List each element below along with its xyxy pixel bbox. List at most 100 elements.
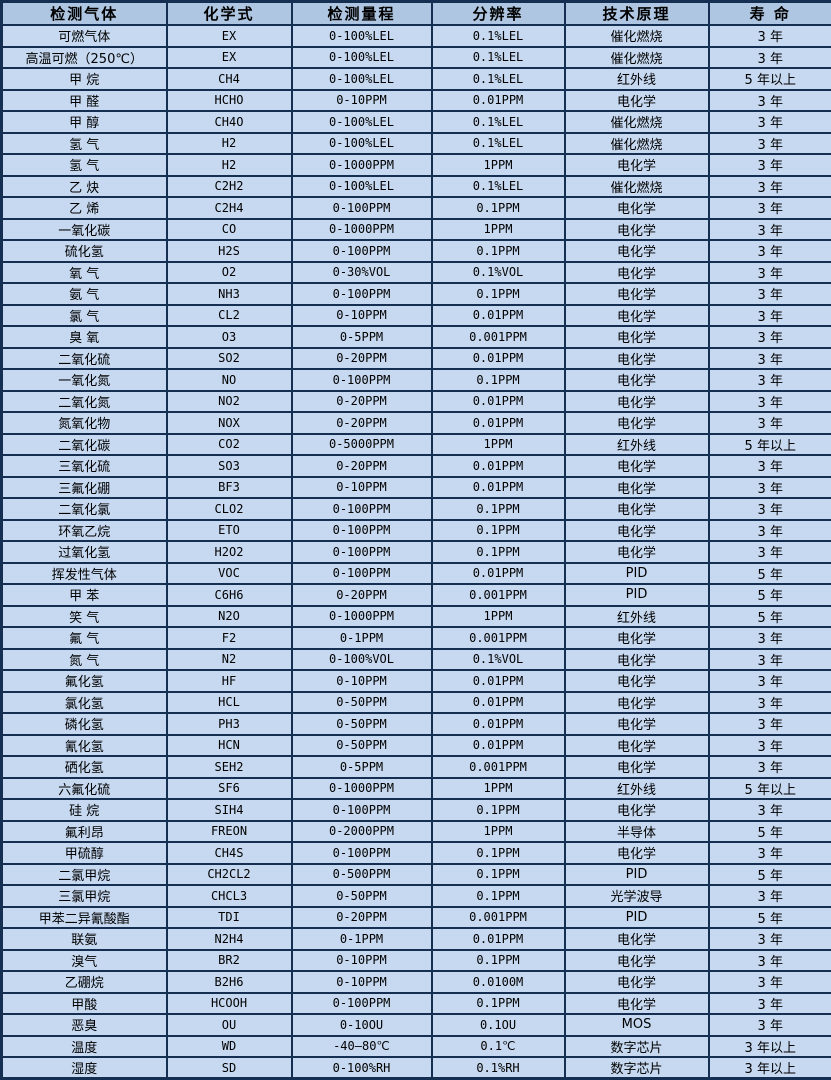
cell-detection-range: 0-2000PPM [292,821,432,843]
cell-gas-name: 氢 气 [2,154,167,176]
cell-chemical-formula: SIH4 [167,799,292,821]
cell-lifespan: 3 年 [709,713,831,735]
cell-detection-range: 0-1000PPM [292,778,432,800]
header-chemical-formula: 化学式 [167,2,292,26]
cell-chemical-formula: BF3 [167,477,292,499]
cell-chemical-formula: NO [167,369,292,391]
cell-resolution: 0.1PPM [432,197,565,219]
cell-detection-range: 0-20PPM [292,348,432,370]
cell-resolution: 1PPM [432,154,565,176]
cell-resolution: 0.01PPM [432,477,565,499]
cell-technology: 电化学 [565,993,709,1015]
cell-lifespan: 3 年 [709,305,831,327]
cell-resolution: 0.1PPM [432,541,565,563]
cell-gas-name: 甲 醇 [2,111,167,133]
cell-chemical-formula: H2S [167,240,292,262]
cell-lifespan: 3 年 [709,885,831,907]
cell-gas-name: 硅 烷 [2,799,167,821]
cell-chemical-formula: HCL [167,692,292,714]
cell-detection-range: 0-10OU [292,1014,432,1036]
cell-chemical-formula: H2 [167,154,292,176]
cell-detection-range: 0-100PPM [292,197,432,219]
cell-technology: 电化学 [565,369,709,391]
cell-resolution: 0.001PPM [432,756,565,778]
cell-chemical-formula: OU [167,1014,292,1036]
cell-gas-name: 氟 气 [2,627,167,649]
cell-lifespan: 3 年 [709,111,831,133]
cell-resolution: 0.1%VOL [432,262,565,284]
cell-detection-range: 0-10PPM [292,670,432,692]
cell-technology: PID [565,907,709,929]
cell-technology: 电化学 [565,262,709,284]
cell-technology: 催化燃烧 [565,47,709,69]
cell-chemical-formula: NOX [167,412,292,434]
cell-gas-name: 氟化氢 [2,670,167,692]
cell-detection-range: 0-100%LEL [292,47,432,69]
cell-detection-range: 0-30%VOL [292,262,432,284]
cell-technology: 电化学 [565,197,709,219]
cell-chemical-formula: PH3 [167,713,292,735]
cell-lifespan: 3 年 [709,326,831,348]
cell-resolution: 0.01PPM [432,305,565,327]
cell-resolution: 0.01PPM [432,713,565,735]
cell-technology: 电化学 [565,90,709,112]
cell-chemical-formula: C2H2 [167,176,292,198]
cell-gas-name: 氮 气 [2,649,167,671]
cell-detection-range: 0-100PPM [292,993,432,1015]
cell-technology: 数字芯片 [565,1057,709,1079]
cell-chemical-formula: C6H6 [167,584,292,606]
cell-gas-name: 甲硫醇 [2,842,167,864]
cell-chemical-formula: N2H4 [167,928,292,950]
cell-detection-range: 0-10PPM [292,90,432,112]
cell-chemical-formula: SF6 [167,778,292,800]
cell-chemical-formula: HCHO [167,90,292,112]
cell-detection-range: 0-50PPM [292,735,432,757]
cell-detection-range: 0-20PPM [292,455,432,477]
cell-technology: PID [565,563,709,585]
cell-detection-range: -40—80℃ [292,1036,432,1058]
cell-technology: 电化学 [565,842,709,864]
cell-gas-name: 挥发性气体 [2,563,167,585]
cell-resolution: 0.01PPM [432,670,565,692]
cell-gas-name: 甲 醛 [2,90,167,112]
cell-gas-name: 溴气 [2,950,167,972]
cell-resolution: 0.1%LEL [432,25,565,47]
cell-resolution: 0.001PPM [432,584,565,606]
cell-chemical-formula: EX [167,47,292,69]
cell-detection-range: 0-100%LEL [292,25,432,47]
cell-lifespan: 5 年 [709,606,831,628]
cell-chemical-formula: CH4 [167,68,292,90]
cell-chemical-formula: TDI [167,907,292,929]
cell-lifespan: 3 年 [709,950,831,972]
header-gas-name: 检测气体 [2,2,167,26]
cell-detection-range: 0-100%LEL [292,176,432,198]
cell-gas-name: 二氧化碳 [2,434,167,456]
cell-chemical-formula: ETO [167,520,292,542]
cell-gas-name: 笑 气 [2,606,167,628]
cell-chemical-formula: SO3 [167,455,292,477]
cell-resolution: 0.1PPM [432,369,565,391]
cell-technology: 电化学 [565,627,709,649]
cell-lifespan: 5 年 [709,864,831,886]
cell-gas-name: 甲酸 [2,993,167,1015]
cell-lifespan: 5 年 [709,584,831,606]
cell-lifespan: 3 年 [709,541,831,563]
cell-resolution: 1PPM [432,219,565,241]
cell-detection-range: 0-100PPM [292,520,432,542]
